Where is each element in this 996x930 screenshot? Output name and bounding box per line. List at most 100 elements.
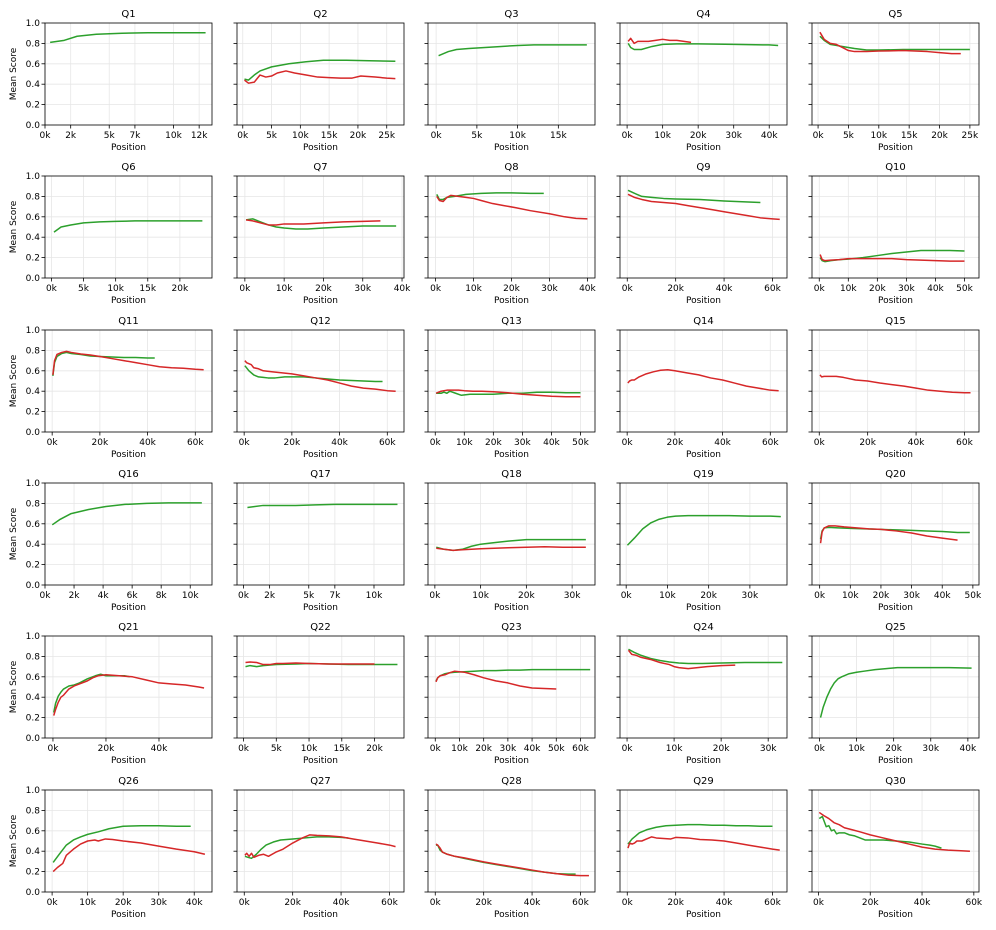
x-tick-label: 7k — [329, 591, 341, 601]
plot-frame — [427, 635, 596, 739]
x-tick-label: 5k — [303, 591, 315, 601]
x-tick-label: 20k — [667, 284, 684, 294]
subplot-title: Q8 — [504, 162, 518, 173]
x-axis-label: Position — [111, 603, 146, 613]
subplot-q26: 0k 10k 20k 30k 40k 0.0 0.2 0.4 0.6 0.8 1.0 Q26 Posit… — [9, 776, 213, 920]
x-tick-label: 40k — [151, 744, 168, 754]
y-tick-label: 1.0 — [26, 632, 41, 642]
x-tick-label: 10k — [870, 131, 887, 141]
series-line-red — [627, 369, 779, 392]
y-tick-label: 0.0 — [26, 734, 41, 744]
y-tick-label: 0.8 — [26, 652, 41, 662]
subplot-q30: 0k 20k 40k 60k Q30 Position — [808, 776, 983, 920]
series-line-green — [627, 43, 779, 51]
x-tick-label: 20k — [690, 131, 707, 141]
y-tick-label: 0.0 — [26, 428, 41, 438]
x-tick-label: 10k — [842, 591, 859, 601]
x-tick-label: 25k — [378, 131, 395, 141]
x-axis-label: Position — [111, 910, 146, 920]
subplot-title: Q10 — [885, 162, 906, 173]
series-line-green — [819, 526, 970, 540]
x-tick-label: 60k — [764, 898, 781, 908]
y-tick-label: 1.0 — [26, 172, 41, 182]
x-tick-label: 40k — [914, 898, 931, 908]
x-tick-label: 30k — [541, 284, 558, 294]
x-tick-label: 40k — [543, 438, 560, 448]
x-axis-label: Position — [494, 143, 529, 153]
y-axis-label: Mean Score — [9, 507, 19, 560]
x-tick-label: 60k — [956, 438, 973, 448]
x-axis-label: Position — [303, 296, 338, 306]
x-tick-label: 60k — [572, 898, 589, 908]
y-tick-label: 0.6 — [26, 827, 41, 837]
plot-frame — [811, 635, 980, 739]
x-tick-label: 30k — [898, 284, 915, 294]
y-tick-label: 0.2 — [26, 254, 40, 264]
series-line-green — [819, 35, 970, 51]
x-tick-label: 2k — [65, 131, 77, 141]
x-tick-label: 20k — [350, 131, 367, 141]
subplot-title: Q26 — [118, 776, 139, 787]
y-axis-label: Mean Score — [9, 814, 19, 867]
x-tick-label: 20k — [284, 438, 301, 448]
x-tick-label: 40k — [761, 131, 778, 141]
x-tick-label: 0k — [239, 284, 251, 294]
x-tick-label: 20k — [475, 898, 492, 908]
x-tick-label: 10k — [451, 744, 468, 754]
x-tick-label: 5k — [104, 131, 116, 141]
series-line-red — [819, 31, 961, 55]
subplot-title: Q9 — [696, 162, 710, 173]
series-line-red — [52, 350, 204, 375]
series-line-red — [52, 838, 206, 873]
plot-frame — [44, 789, 213, 893]
x-tick-label: 5k — [266, 131, 278, 141]
y-tick-label: 0.0 — [26, 121, 41, 131]
series-line-green — [819, 249, 965, 263]
series-line-red — [53, 674, 205, 716]
plot-frame — [811, 789, 980, 893]
x-tick-label: 30k — [742, 591, 759, 601]
y-tick-label: 0.2 — [26, 561, 40, 571]
x-tick-label: 10k — [509, 131, 526, 141]
x-axis-label: Position — [878, 910, 913, 920]
subplot-q8: 0k 10k 20k 30k 40k Q8 Position — [424, 162, 597, 306]
x-tick-label: 2k — [264, 591, 276, 601]
x-tick-label: 40k — [394, 284, 411, 294]
x-tick-label: 30k — [903, 591, 920, 601]
x-tick-label: 30k — [725, 131, 742, 141]
y-tick-label: 1.0 — [26, 479, 41, 489]
series-line-red — [436, 194, 588, 220]
series-line-green — [245, 218, 397, 230]
series-line-green — [244, 59, 396, 81]
x-tick-label: 40k — [139, 438, 156, 448]
series-line-green — [627, 823, 773, 845]
y-tick-label: 0.8 — [26, 346, 41, 356]
x-tick-label: 0k — [622, 131, 634, 141]
subplot-q12: 0k 20k 40k 60k Q12 Position — [233, 316, 405, 460]
x-tick-label: 6k — [127, 591, 139, 601]
series-line-green — [627, 189, 761, 204]
subplot-title: Q1 — [121, 9, 135, 20]
series-line-green — [436, 390, 581, 397]
x-tick-label: 40k — [934, 591, 951, 601]
x-tick-label: 10k — [654, 131, 671, 141]
x-tick-label: 20k — [859, 438, 876, 448]
x-axis-label: Position — [494, 296, 529, 306]
x-tick-label: 8k — [156, 591, 168, 601]
x-tick-label: 50k — [965, 591, 982, 601]
subplot-title: Q6 — [121, 162, 135, 173]
y-tick-label: 0.2 — [26, 408, 40, 418]
x-tick-label: 40k — [908, 438, 925, 448]
plot-frame — [811, 482, 980, 586]
subplot-title: Q27 — [310, 776, 331, 787]
x-tick-label: 20k — [700, 591, 717, 601]
series-line-green — [436, 192, 544, 201]
subplot-title: Q29 — [693, 776, 714, 787]
x-axis-label: Position — [303, 450, 338, 460]
x-tick-label: 0k — [429, 591, 441, 601]
x-tick-label: 10k — [666, 744, 683, 754]
subplot-title: Q7 — [313, 162, 327, 173]
x-tick-label: 60k — [762, 438, 779, 448]
x-axis-label: Position — [111, 143, 146, 153]
